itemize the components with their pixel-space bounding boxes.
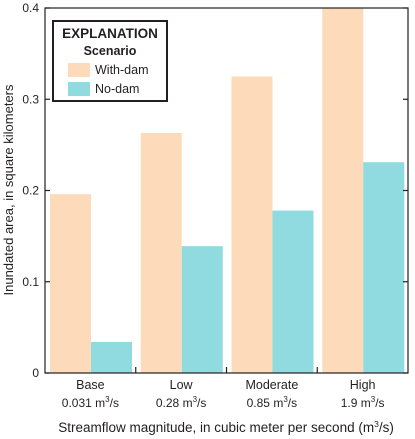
x-tick-sublabel-superscript: 3 bbox=[283, 395, 288, 404]
x-tick-sublabel-value: 0.031 m bbox=[62, 396, 105, 410]
x-tick-sublabel-superscript: 3 bbox=[105, 395, 110, 404]
legend-swatch-with-dam bbox=[68, 63, 90, 77]
x-tick-sublabel-high: 1.9 m3/s bbox=[341, 395, 385, 410]
legend: EXPLANATION Scenario With-dam No-dam bbox=[52, 20, 168, 102]
x-axis-label-main: Streamflow magnitude, in cubic meter per… bbox=[58, 420, 374, 435]
y-tick-label: 0.2 bbox=[22, 184, 39, 198]
x-axis-label-end: /s) bbox=[379, 420, 394, 435]
x-tick-label-moderate: Moderate bbox=[245, 378, 298, 392]
x-tick-sublabel-superscript: 3 bbox=[193, 395, 198, 404]
y-tick-label: 0.1 bbox=[22, 275, 39, 289]
x-tick-sublabel-unit: /s bbox=[197, 396, 206, 410]
y-tick-label: 0 bbox=[32, 366, 39, 380]
x-tick-sublabel-value: 0.28 m bbox=[156, 396, 193, 410]
bar-with-dam-high bbox=[322, 8, 364, 373]
bar-no-dam-high bbox=[363, 162, 405, 373]
x-tick-sublabel-low: 0.28 m3/s bbox=[156, 395, 206, 410]
bar-no-dam-moderate bbox=[272, 210, 314, 373]
x-tick-sublabel-unit: /s bbox=[110, 396, 119, 410]
x-tick-sublabel-base: 0.031 m3/s bbox=[62, 395, 119, 410]
x-axis-label: Streamflow magnitude, in cubic meter per… bbox=[58, 419, 394, 435]
x-axis-label-superscript: 3 bbox=[374, 419, 379, 429]
bar-with-dam-low bbox=[140, 133, 182, 373]
x-tick-sublabel-value: 0.85 m bbox=[247, 396, 284, 410]
bar-with-dam-base bbox=[50, 194, 91, 373]
y-axis-label: Inundated area, in square kilometers bbox=[1, 84, 16, 296]
x-tick-sublabel-superscript: 3 bbox=[371, 395, 376, 404]
legend-label-with-dam: With-dam bbox=[95, 63, 149, 77]
legend-subtitle: Scenario bbox=[83, 44, 137, 58]
x-tick-sublabel-unit: /s bbox=[375, 396, 384, 410]
bars-layer bbox=[50, 8, 405, 373]
bar-no-dam-base bbox=[91, 341, 132, 373]
bar-with-dam-moderate bbox=[231, 76, 273, 373]
x-tick-label-base: Base bbox=[76, 378, 105, 392]
legend-label-no-dam: No-dam bbox=[95, 82, 140, 96]
y-axis: 0 0.1 0.2 0.3 0.4 bbox=[22, 1, 408, 380]
legend-swatch-no-dam bbox=[68, 82, 90, 96]
x-tick-label-high: High bbox=[350, 378, 376, 392]
bar-no-dam-low bbox=[181, 246, 223, 373]
x-tick-sublabel-unit: /s bbox=[288, 396, 297, 410]
x-tick-sublabel-moderate: 0.85 m3/s bbox=[247, 395, 297, 410]
legend-item-with-dam: With-dam bbox=[68, 62, 148, 78]
legend-title: EXPLANATION bbox=[62, 26, 158, 41]
x-tick-label-low: Low bbox=[170, 378, 194, 392]
legend-item-no-dam: No-dam bbox=[68, 81, 139, 97]
y-tick-label: 0.3 bbox=[22, 92, 39, 106]
y-tick-label: 0.4 bbox=[22, 1, 39, 15]
x-tick-sublabel-value: 1.9 m bbox=[341, 396, 371, 410]
